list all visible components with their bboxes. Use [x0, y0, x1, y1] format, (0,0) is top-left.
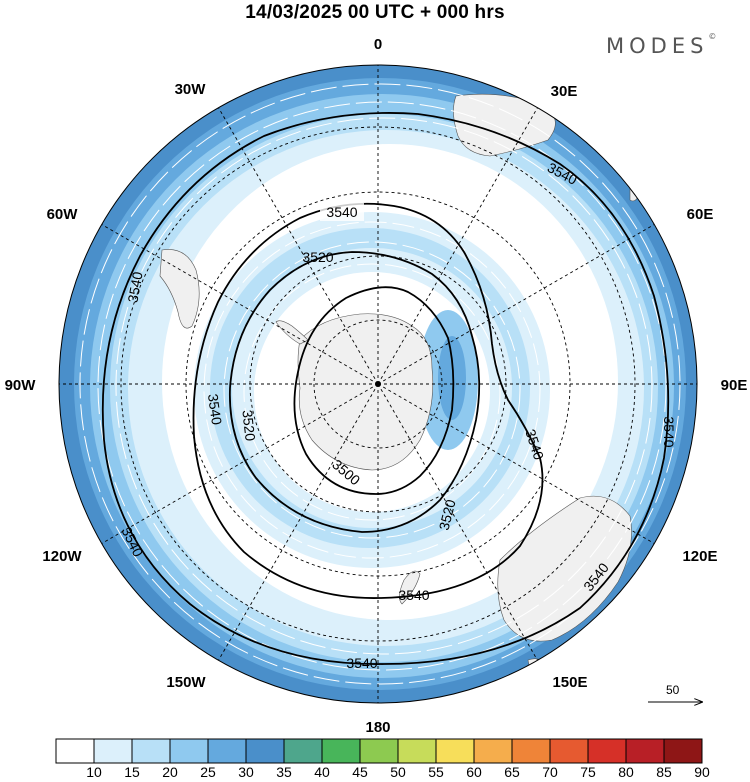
lon-label-150w: 150W [166, 674, 206, 691]
colorbar-tick-label: 85 [656, 764, 672, 780]
contour-label-3540-inner-west: 3540 [205, 393, 225, 426]
colorbar-swatch [207, 738, 247, 764]
colorbar-tick-label: 60 [466, 764, 482, 780]
colorbar-swatch [587, 738, 627, 764]
streamline-outer-2 [97, 101, 667, 671]
streamline-inner-1 [203, 221, 541, 559]
streamline-inner-2 [223, 241, 521, 539]
lon-label-60w: 60W [47, 206, 79, 223]
colorbar-swatch [397, 738, 437, 764]
contour-label-3540-south-inner: 3540 [398, 587, 429, 603]
wind-streamlines [79, 83, 681, 685]
land-madagascar [629, 185, 641, 202]
pole-marker [375, 381, 381, 387]
contour-label-3540-south: 3540 [346, 655, 377, 671]
landmasses [159, 93, 641, 671]
colorbar-tick-label: 10 [86, 764, 102, 780]
colorbar-swatch [663, 738, 703, 764]
meridian-line [218, 383, 379, 661]
latitude-circle-1 [313, 319, 443, 449]
colorbar-swatch [625, 738, 665, 764]
lon-label-120e: 120E [682, 548, 717, 565]
land-south-america [159, 249, 200, 329]
meridian-line [377, 383, 538, 661]
wind-scale-arrow [648, 680, 706, 714]
height-contours [101, 112, 670, 665]
lon-label-90e: 90E [721, 377, 748, 394]
colorbar-swatch [55, 738, 95, 764]
colorbar-swatch [473, 738, 513, 764]
colorbar [55, 738, 703, 764]
map-border [58, 64, 698, 704]
colorbar-tick-label: 90 [694, 764, 710, 780]
contour-label-3540-north: 3540 [326, 204, 357, 220]
map-title: 14/03/2025 00 UTC + 000 hrs [245, 2, 505, 23]
meridian-line [377, 224, 655, 385]
meridian-line [101, 224, 379, 385]
colorbar-swatch [93, 738, 133, 764]
contour-label-3520-north: 3520 [302, 249, 333, 265]
meridian-line [101, 383, 379, 544]
contour-3520 [229, 251, 481, 533]
meridian-line [377, 107, 538, 385]
meridian-line [218, 107, 379, 385]
contour-3540-inner [192, 202, 544, 599]
colorbar-tick-label: 15 [124, 764, 140, 780]
contour-label-3540-west: 3540 [124, 270, 145, 304]
lon-label-30e: 30E [551, 83, 578, 100]
lon-label-180: 180 [365, 719, 390, 736]
brand-mark: © [708, 32, 717, 41]
streamline-inner-3 [243, 263, 501, 521]
colorbar-swatch [321, 738, 361, 764]
meridian-line [377, 383, 655, 544]
contour-label-bg-1 [320, 203, 364, 221]
colorbar-tick-label: 30 [238, 764, 254, 780]
colorbar-tick-label: 25 [200, 764, 216, 780]
colorbar-tick-label: 80 [618, 764, 634, 780]
colorbar-swatch [511, 738, 551, 764]
lon-label-90w: 90W [5, 377, 37, 394]
land-australia [497, 495, 632, 642]
brand-text: MODES [606, 34, 709, 58]
wind-band-east-jet-core [438, 336, 466, 420]
contour-3500 [293, 286, 455, 495]
colorbar-swatch [359, 738, 399, 764]
contour-label-3540-east: 3540 [661, 416, 677, 447]
colorbar-swatch [549, 738, 589, 764]
colorbar-swatch [435, 738, 475, 764]
colorbar-tick-label: 45 [352, 764, 368, 780]
colorbar-tick-label: 20 [162, 764, 178, 780]
colorbar-tick-label: 40 [314, 764, 330, 780]
colorbar-tick-label: 75 [580, 764, 596, 780]
contour-label-3520-west: 3520 [239, 409, 258, 442]
land-antarctic-peninsula [275, 320, 309, 345]
latitude-circle-4 [120, 126, 636, 642]
contour-3540-outer [101, 112, 670, 665]
brand-logo: MODES© [606, 32, 717, 58]
colorbar-swatch [245, 738, 285, 764]
colorbar-swatch [131, 738, 171, 764]
wind-scale-label: 50 [666, 683, 680, 697]
colorbar-swatch [283, 738, 323, 764]
colorbar-tick-label: 50 [390, 764, 406, 780]
land-antarctica [297, 313, 434, 471]
lon-label-0: 0 [374, 36, 382, 53]
colorbar-tick-label: 35 [276, 764, 292, 780]
lon-label-120w: 120W [42, 548, 82, 565]
lon-label-150e: 150E [552, 674, 587, 691]
colorbar-swatch [169, 738, 209, 764]
contour-label-3520-south: 3520 [436, 498, 459, 532]
graticule [59, 65, 697, 703]
lon-label-60e: 60E [687, 206, 714, 223]
meridian-lines [59, 65, 697, 703]
colorbar-tick-label: 65 [504, 764, 520, 780]
longitude-labels: 0 30E 60E 90E 120E 150E 180 150W 120W 90… [5, 36, 748, 736]
colorbar-tick-label: 70 [542, 764, 558, 780]
colorbar-tick-label: 55 [428, 764, 444, 780]
streamline-outer-3 [115, 117, 653, 655]
lon-label-30w: 30W [175, 81, 207, 98]
